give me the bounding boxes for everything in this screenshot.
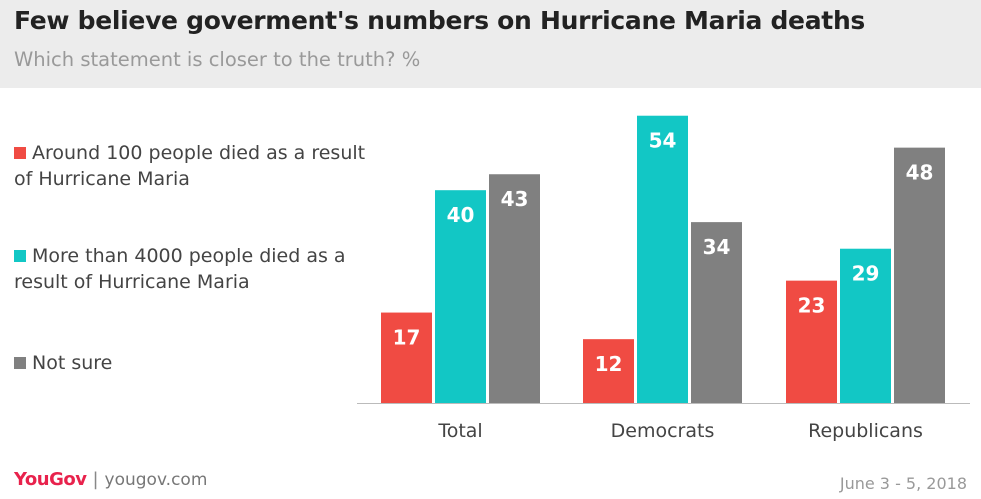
bar-democrats-series-1 [583,339,634,403]
legend-label-more-than-4000: More than 4000 people died as a result o… [14,245,346,293]
footer-url[interactable]: yougov.com [104,470,208,490]
legend-swatch-not-sure [14,357,26,369]
legend-swatch-more-than-4000 [14,250,26,262]
yougov-logo: YouGov [14,469,87,490]
legend-label-not-sure: Not sure [32,352,113,374]
bar-total-series-3 [489,174,540,403]
bar-democrats-series-2 [637,115,688,403]
bar-total-series-2 [435,190,486,403]
data-label-democrats-series-1: 12 [595,352,623,376]
data-label-democrats-series-3: 34 [703,235,731,259]
category-label-democrats: Democrats [611,420,715,442]
data-label-total-series-1: 17 [393,326,421,350]
header-band: Few believe goverment's numbers on Hurri… [0,0,981,88]
legend-label-around-100: Around 100 people died as a result of Hu… [14,142,366,190]
bar-democrats-series-3 [691,222,742,403]
footer-date: June 3 - 5, 2018 [839,474,967,493]
data-label-republicans-series-3: 48 [906,161,934,185]
footer-separator: | [92,469,99,490]
legend-item-not-sure: Not sure [14,350,374,376]
category-label-republicans: Republicans [808,420,923,442]
footer-brand: YouGov | yougov.com [14,469,207,490]
data-label-total-series-2: 40 [447,203,475,227]
bar-republicans-series-1 [786,280,837,403]
chart-subtitle: Which statement is closer to the truth? … [14,48,421,71]
legend-item-around-100: Around 100 people died as a result of Hu… [14,140,374,192]
data-label-total-series-3: 43 [501,187,529,211]
bar-total-series-1 [381,312,432,403]
legend-swatch-around-100 [14,147,26,159]
data-label-republicans-series-2: 29 [852,262,880,286]
bar-republicans-series-2 [840,248,891,403]
data-label-democrats-series-2: 54 [649,129,677,153]
bar-republicans-series-3 [894,147,945,403]
category-label-total: Total [437,420,482,442]
data-label-republicans-series-1: 23 [798,294,826,318]
chart-title: Few believe goverment's numbers on Hurri… [14,6,866,35]
legend-item-more-than-4000: More than 4000 people died as a result o… [14,243,374,295]
